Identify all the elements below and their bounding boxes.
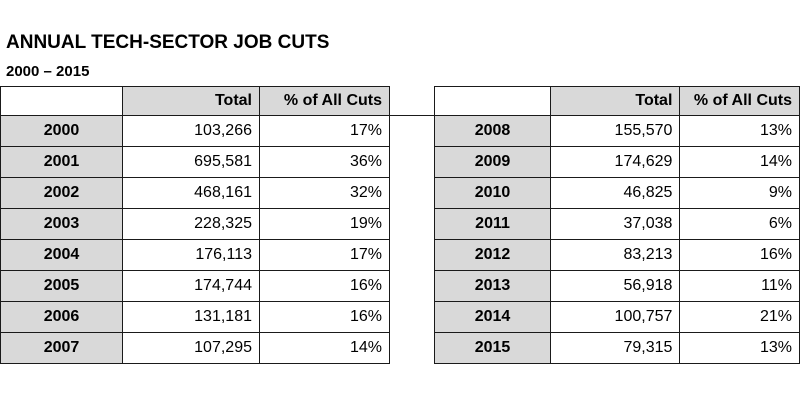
percent-cell: 14% bbox=[259, 332, 390, 364]
year-cell: 2008 bbox=[433, 115, 552, 147]
total-cell: 56,918 bbox=[550, 270, 681, 302]
percent-cell: 32% bbox=[259, 177, 390, 209]
table-row: 2002 468,161 32% bbox=[0, 177, 390, 209]
percent-cell: 21% bbox=[679, 301, 800, 333]
year-cell: 2011 bbox=[433, 208, 552, 240]
total-cell: 107,295 bbox=[122, 332, 260, 364]
percent-cell: 6% bbox=[679, 208, 800, 240]
year-cell: 2002 bbox=[0, 177, 123, 209]
table-row: 2000 103,266 17% bbox=[0, 115, 390, 147]
total-cell: 174,629 bbox=[550, 146, 681, 178]
table-row: 2001 695,581 36% bbox=[0, 146, 390, 178]
year-cell: 2012 bbox=[433, 239, 552, 271]
total-cell: 79,315 bbox=[550, 332, 681, 364]
total-cell: 131,181 bbox=[122, 301, 260, 333]
percent-cell: 16% bbox=[259, 270, 390, 302]
percent-cell: 36% bbox=[259, 146, 390, 178]
percent-cell: 17% bbox=[259, 239, 390, 271]
total-cell: 37,038 bbox=[550, 208, 681, 240]
table-row: 2008 155,570 13% bbox=[433, 115, 800, 147]
year-cell: 2000 bbox=[0, 115, 123, 147]
total-cell: 468,161 bbox=[122, 177, 260, 209]
percent-cell: 17% bbox=[259, 115, 390, 147]
job-cuts-table-left: Total % of All Cuts 2000 103,266 17% 2001 69… bbox=[0, 86, 390, 364]
total-cell: 695,581 bbox=[122, 146, 260, 178]
table-row: 2007 107,295 14% bbox=[0, 332, 390, 364]
percent-cell: 9% bbox=[679, 177, 800, 209]
column-header-total: Total bbox=[122, 86, 260, 116]
year-cell: 2013 bbox=[433, 270, 552, 302]
year-cell: 2006 bbox=[0, 301, 123, 333]
percent-cell: 11% bbox=[679, 270, 800, 302]
page-subtitle: 2000 – 2015 bbox=[6, 63, 90, 80]
year-cell: 2005 bbox=[0, 270, 123, 302]
total-cell: 83,213 bbox=[550, 239, 681, 271]
header-row: Total % of All Cuts bbox=[0, 86, 390, 116]
table-row: 2003 228,325 19% bbox=[0, 208, 390, 240]
year-cell: 2001 bbox=[0, 146, 123, 178]
total-cell: 103,266 bbox=[122, 115, 260, 147]
column-header-total: Total bbox=[550, 86, 681, 116]
total-cell: 228,325 bbox=[122, 208, 260, 240]
total-cell: 100,757 bbox=[550, 301, 681, 333]
table-row: 2006 131,181 16% bbox=[0, 301, 390, 333]
corner-cell bbox=[433, 86, 552, 116]
year-cell: 2007 bbox=[0, 332, 123, 364]
total-cell: 174,744 bbox=[122, 270, 260, 302]
year-cell: 2003 bbox=[0, 208, 123, 240]
column-header-percent: % of All Cuts bbox=[259, 86, 390, 116]
percent-cell: 13% bbox=[679, 332, 800, 364]
table-row: 2014 100,757 21% bbox=[433, 301, 800, 333]
year-cell: 2015 bbox=[433, 332, 552, 364]
page-title: ANNUAL TECH-SECTOR JOB CUTS bbox=[6, 32, 330, 53]
job-cuts-table-right: Total % of All Cuts 2008 155,570 13% 2009 17… bbox=[433, 86, 800, 364]
header-row: Total % of All Cuts bbox=[433, 86, 800, 116]
year-cell: 2004 bbox=[0, 239, 123, 271]
total-cell: 46,825 bbox=[550, 177, 681, 209]
percent-cell: 16% bbox=[679, 239, 800, 271]
column-header-percent: % of All Cuts bbox=[679, 86, 800, 116]
table-row: 2015 79,315 13% bbox=[433, 332, 800, 364]
percent-cell: 13% bbox=[679, 115, 800, 147]
percent-cell: 14% bbox=[679, 146, 800, 178]
table-row: 2012 83,213 16% bbox=[433, 239, 800, 271]
total-cell: 155,570 bbox=[550, 115, 681, 147]
table-row: 2004 176,113 17% bbox=[0, 239, 390, 271]
percent-cell: 19% bbox=[259, 208, 390, 240]
percent-cell: 16% bbox=[259, 301, 390, 333]
year-cell: 2009 bbox=[433, 146, 552, 178]
table-row: 2011 37,038 6% bbox=[433, 208, 800, 240]
table-row: 2009 174,629 14% bbox=[433, 146, 800, 178]
table-row: 2005 174,744 16% bbox=[0, 270, 390, 302]
connector-line bbox=[389, 115, 434, 116]
total-cell: 176,113 bbox=[122, 239, 260, 271]
table-row: 2010 46,825 9% bbox=[433, 177, 800, 209]
corner-cell bbox=[0, 86, 123, 116]
year-cell: 2014 bbox=[433, 301, 552, 333]
table-row: 2013 56,918 11% bbox=[433, 270, 800, 302]
year-cell: 2010 bbox=[433, 177, 552, 209]
